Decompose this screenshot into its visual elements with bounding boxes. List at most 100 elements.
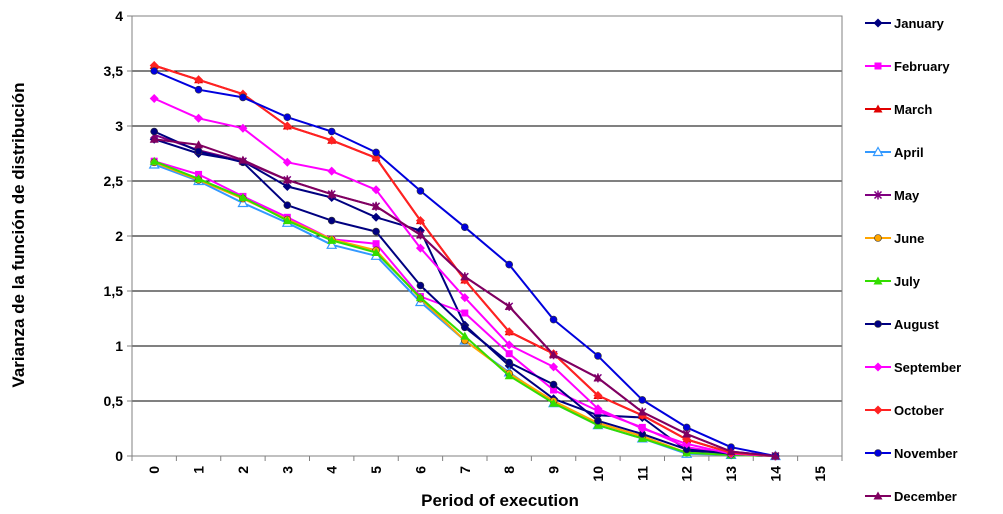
data-point xyxy=(282,216,292,225)
data-point xyxy=(282,182,292,191)
x-tick-label: 2 xyxy=(235,466,251,474)
series-march xyxy=(149,61,780,460)
legend-marker xyxy=(874,234,882,242)
data-point xyxy=(415,216,425,226)
legend-label: November xyxy=(894,446,958,461)
data-point xyxy=(194,113,204,123)
data-point xyxy=(194,75,204,85)
legend-marker xyxy=(874,62,882,70)
data-point xyxy=(415,243,425,253)
y-tick-label: 1 xyxy=(115,338,123,354)
x-tick-label: 12 xyxy=(679,466,695,482)
legend-label: August xyxy=(894,317,939,332)
legend-label: December xyxy=(894,489,957,504)
data-point xyxy=(549,362,559,372)
legend-marker xyxy=(873,405,883,415)
x-tick-label: 4 xyxy=(324,466,340,474)
legend-entry: January xyxy=(865,16,945,31)
legend-marker xyxy=(872,146,884,157)
legend-marker xyxy=(873,362,883,372)
data-point xyxy=(504,340,514,350)
data-point xyxy=(239,93,247,102)
y-tick-label: 4 xyxy=(115,8,123,24)
data-point xyxy=(238,155,248,164)
y-tick-label: 3 xyxy=(115,118,123,134)
data-point xyxy=(327,216,336,225)
series-december xyxy=(149,134,780,460)
data-point xyxy=(460,331,470,340)
data-point xyxy=(150,127,158,136)
data-point xyxy=(194,174,204,183)
data-point xyxy=(371,185,381,195)
data-point xyxy=(637,424,647,433)
data-point xyxy=(549,315,558,324)
legend-entry: June xyxy=(865,231,924,246)
legend-entry: March xyxy=(865,102,932,117)
legend-label: September xyxy=(894,360,961,375)
data-point xyxy=(504,327,514,337)
data-point xyxy=(593,373,603,382)
x-tick-label: 14 xyxy=(767,466,783,482)
data-point xyxy=(504,301,514,310)
series-lines xyxy=(148,61,781,461)
data-point xyxy=(637,407,647,416)
legend-label: July xyxy=(894,274,921,289)
data-point xyxy=(282,175,292,184)
series-november xyxy=(150,67,780,460)
legend-marker xyxy=(873,104,883,113)
data-point xyxy=(461,323,469,332)
data-point xyxy=(282,121,292,131)
legend-marker xyxy=(873,491,883,500)
data-point xyxy=(149,156,159,165)
data-point xyxy=(593,404,603,414)
data-point xyxy=(461,223,469,231)
series-line xyxy=(153,64,776,457)
data-point xyxy=(327,235,337,244)
series-line xyxy=(153,64,776,457)
data-point xyxy=(194,140,204,149)
data-point xyxy=(194,85,203,94)
x-tick-label: 3 xyxy=(279,466,295,474)
data-point xyxy=(550,386,558,394)
data-point xyxy=(594,416,602,425)
data-point xyxy=(372,148,380,157)
data-point xyxy=(238,123,248,133)
data-point xyxy=(238,193,248,201)
data-point xyxy=(416,281,425,290)
x-tick-label: 0 xyxy=(146,466,162,474)
legend-label: February xyxy=(894,59,950,74)
x-tick-label: 13 xyxy=(723,466,739,482)
x-tick-label: 15 xyxy=(812,466,828,482)
y-tick-label: 0 xyxy=(115,448,123,464)
data-point xyxy=(415,293,425,302)
legend-marker xyxy=(873,190,883,200)
y-tick-label: 1,5 xyxy=(104,283,124,299)
data-point xyxy=(372,240,380,248)
legend-label: June xyxy=(894,231,924,246)
legend-label: April xyxy=(894,145,924,160)
data-point xyxy=(149,61,159,70)
legend-entry: April xyxy=(865,145,924,160)
data-point xyxy=(594,352,602,360)
data-point xyxy=(682,429,692,438)
x-tick-label: 11 xyxy=(634,466,650,481)
data-point xyxy=(416,187,425,195)
legend-entry: February xyxy=(865,59,950,74)
legend-entry: July xyxy=(865,274,921,289)
legend-label: May xyxy=(894,188,920,203)
data-point xyxy=(549,380,558,389)
data-point xyxy=(505,260,513,269)
data-point xyxy=(372,227,380,236)
y-axis-ticks: 0 0,5 1 1,5 2 2,5 3 3,5 4 xyxy=(104,8,132,464)
legend-label: October xyxy=(894,403,944,418)
gridlines xyxy=(132,70,842,402)
data-point xyxy=(770,451,780,460)
data-point xyxy=(327,135,337,145)
x-axis-title: Period of execution xyxy=(421,491,579,510)
data-point xyxy=(461,309,469,317)
data-point xyxy=(327,127,336,136)
legend-entry: November xyxy=(865,446,958,461)
x-tick-label: 6 xyxy=(412,466,428,474)
data-point xyxy=(505,358,513,367)
